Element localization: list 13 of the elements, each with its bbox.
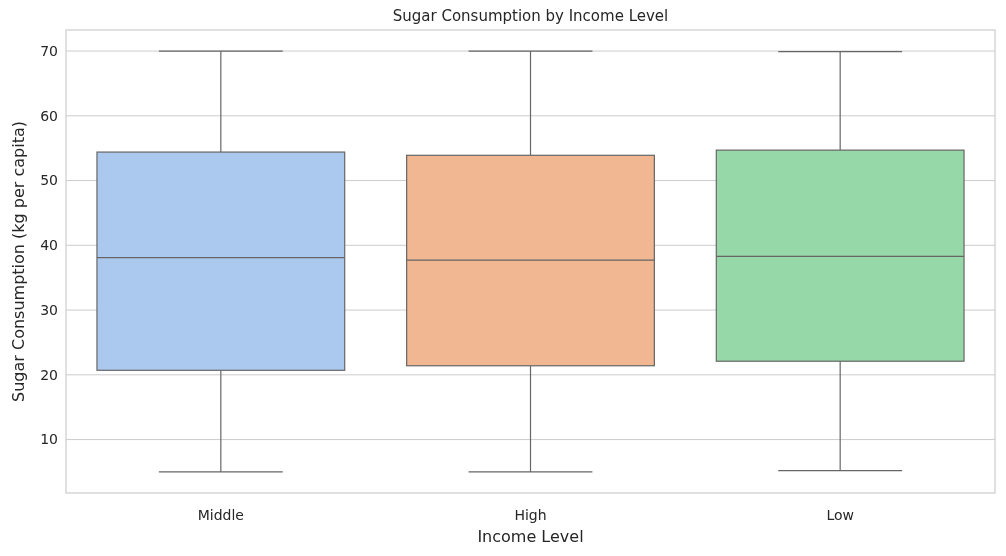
y-tick-label: 70 bbox=[40, 42, 58, 59]
y-tick-label: 20 bbox=[40, 366, 58, 383]
x-tick-label: High bbox=[514, 507, 547, 523]
y-tick-label: 50 bbox=[40, 172, 58, 189]
x-tick-label: Low bbox=[826, 507, 854, 523]
y-tick-label: 60 bbox=[40, 107, 58, 124]
y-axis-title: Sugar Consumption (kg per capita) bbox=[9, 121, 28, 402]
chart-title: Sugar Consumption by Income Level bbox=[392, 7, 669, 25]
y-tick-label: 10 bbox=[40, 431, 58, 448]
x-axis-title: Income Level bbox=[477, 527, 584, 546]
x-tick-label: Middle bbox=[197, 507, 244, 523]
y-tick-label: 40 bbox=[40, 237, 58, 254]
y-tick-label: 30 bbox=[40, 301, 58, 318]
